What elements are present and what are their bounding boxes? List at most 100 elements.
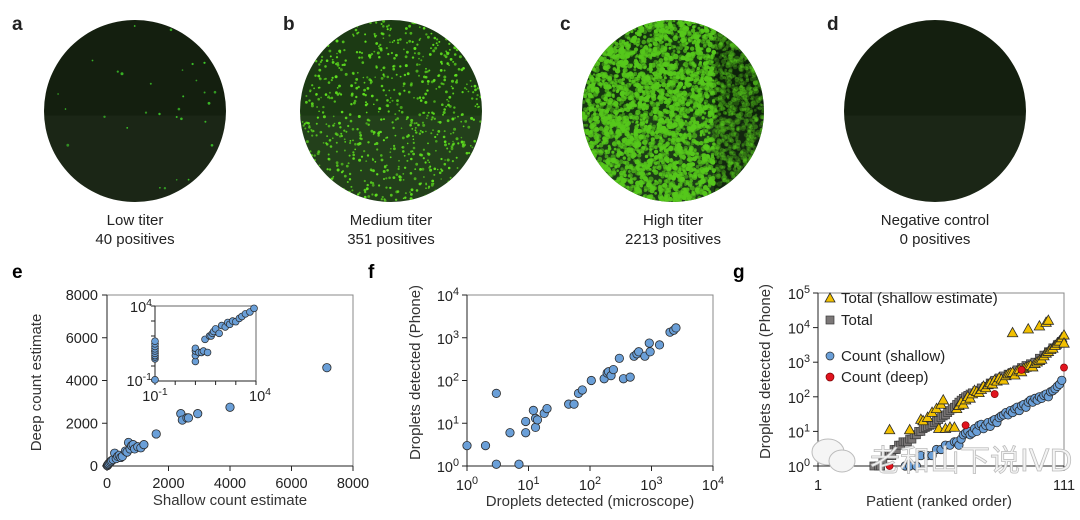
- data-point: [569, 399, 579, 409]
- data-point: [530, 422, 541, 432]
- x-tick-label: 101: [517, 475, 539, 494]
- data-point: [577, 385, 587, 395]
- y-tick-label: 4000: [66, 374, 98, 390]
- data-point: [1022, 322, 1035, 334]
- caption-title: Medium titer: [349, 212, 433, 229]
- caption-count: 2213 positives: [625, 231, 721, 248]
- caption-count: 351 positives: [347, 231, 435, 248]
- caption-d: Negative control 0 positives: [835, 211, 1035, 249]
- x-tick-label: 4000: [214, 476, 246, 492]
- x-tick-label: 8000: [337, 476, 369, 492]
- data-point: [1058, 337, 1070, 348]
- legend-square-icon: [825, 315, 835, 325]
- y-tick-label: 100: [437, 457, 459, 476]
- y-tick-label: 8000: [66, 288, 98, 304]
- caption-count: 40 positives: [95, 231, 175, 248]
- inset-data-point: [215, 329, 223, 338]
- data-point: [644, 338, 654, 348]
- data-point: [514, 459, 524, 469]
- inset-chart: 10-1 104 10-1 104: [127, 297, 272, 405]
- legend-circle-icon: [825, 351, 835, 361]
- series-count-shallow: [900, 375, 1067, 471]
- data-point: [586, 375, 596, 386]
- wechat-logo-icon: [828, 449, 856, 473]
- data-point: [528, 405, 538, 415]
- data-point: [961, 421, 970, 430]
- data-point: [322, 363, 332, 373]
- watermark-text: 老和山下说IVD: [870, 444, 1072, 479]
- y-axis-label: Deep count estimate: [28, 314, 45, 452]
- x-tick-label: 102: [579, 475, 601, 494]
- legend-item: Total: [825, 312, 873, 329]
- inset-data-point: [250, 304, 258, 313]
- data-point: [614, 353, 624, 363]
- inset-y-tick-label: 10-1: [127, 371, 153, 390]
- data-point: [521, 416, 531, 427]
- y-tick-label: 102: [437, 372, 459, 391]
- caption-title: High titer: [642, 212, 704, 229]
- x-axis-label: Patient (ranked order): [866, 493, 1012, 510]
- panel-letter-b: b: [283, 14, 295, 35]
- chart-f: f 100 101 102 103 104 100 101 102 103 104 Droplets …: [368, 262, 724, 510]
- data-point: [1060, 363, 1068, 372]
- x-tick-label: 0: [103, 476, 111, 492]
- data-point: [883, 423, 896, 435]
- inset-x-tick-label: 104: [249, 386, 271, 405]
- y-axis-label: Droplets detected (Phone): [407, 285, 424, 460]
- inset-x-tick-label: 10-1: [142, 386, 168, 405]
- dish-image-d: [844, 20, 1026, 202]
- dish-image-a: [44, 20, 226, 202]
- y-axis-label: Droplets detected (Phone): [757, 284, 774, 459]
- data-point: [1057, 375, 1067, 385]
- data-point: [1042, 314, 1055, 325]
- panel-letter-d: d: [827, 14, 839, 35]
- x-tick-label: 100: [456, 475, 478, 494]
- caption-c: High titer 2213 positives: [573, 211, 773, 249]
- data-point: [462, 441, 472, 451]
- legend-triangle-icon: [824, 292, 836, 303]
- data-point: [634, 347, 644, 357]
- y-tick-label: 104: [788, 319, 810, 338]
- panel-letter-a: a: [12, 14, 23, 35]
- data-point: [948, 421, 961, 432]
- data-point: [1017, 365, 1026, 374]
- panel-letter-g: g: [733, 262, 745, 283]
- x-tick-label: 103: [640, 475, 662, 494]
- data-point: [927, 450, 937, 461]
- data-point: [608, 364, 618, 375]
- data-point: [937, 393, 950, 405]
- x-axis-label: Droplets detected (microscope): [486, 493, 694, 510]
- panel-letter-f: f: [368, 262, 375, 283]
- legend-label: Total: [841, 312, 873, 329]
- data-point: [505, 428, 515, 438]
- data-point: [542, 404, 552, 414]
- y-tick-label: 6000: [66, 331, 98, 347]
- caption-a: Low titer 40 positives: [35, 211, 235, 249]
- x-axis-label: Shallow count estimate: [153, 492, 307, 509]
- caption-title: Low titer: [106, 212, 164, 229]
- data-point: [480, 441, 491, 451]
- data-point: [671, 323, 681, 333]
- data-point: [532, 415, 543, 425]
- legend-label: Count (deep): [841, 369, 929, 386]
- series-count-deep: [885, 363, 1068, 470]
- y-tick-label: 101: [437, 414, 459, 433]
- data-point: [625, 372, 635, 382]
- inset-data-point: [203, 348, 212, 357]
- y-tick-label: 101: [788, 422, 810, 441]
- x-tick-label: 1: [814, 478, 822, 494]
- legend: Total (shallow estimate) Total Count (shal…: [824, 290, 998, 386]
- y-tick-label: 104: [437, 286, 459, 305]
- x-tick-label: 111: [1053, 478, 1075, 494]
- data-point: [151, 429, 161, 439]
- caption-count: 0 positives: [899, 231, 971, 248]
- x-tick-label: 104: [702, 475, 724, 494]
- data-point: [903, 423, 916, 435]
- watermark: 老和山下说IVD: [811, 438, 1073, 479]
- y-tick-label: 102: [788, 388, 810, 407]
- data-point: [225, 402, 235, 412]
- data-point: [645, 347, 655, 357]
- x-tick-label: 2000: [152, 476, 184, 492]
- y-tick-label: 0: [90, 459, 98, 475]
